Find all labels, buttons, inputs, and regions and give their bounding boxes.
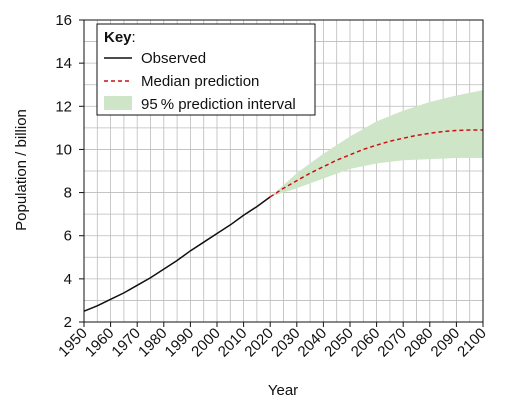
legend: Key: Observed Median prediction 95 % pre… [96,23,316,116]
x-tick-label: 2050 [321,325,357,361]
legend-title-colon: : [132,29,136,46]
x-tick-label: 1970 [108,325,144,361]
median-prediction-line [269,129,483,198]
y-axis-title: Population / billion [13,109,30,231]
y-tick-label: 8 [64,185,72,202]
x-tick-label: 2040 [295,325,331,361]
legend-interval-swatch [104,96,132,110]
x-tick-label: 1950 [55,325,91,361]
y-tick-label: 12 [55,98,72,115]
y-tick-label: 16 [55,12,72,29]
x-tick-label: 2010 [215,325,251,361]
legend-title-text: Key [104,29,132,46]
series-lines [83,129,483,312]
plot-frame [83,19,484,323]
legend-median-label: Median prediction [141,73,259,90]
y-tick-label: 2 [64,314,72,331]
y-tick-label: 10 [55,141,72,158]
x-tick-label: 1960 [82,325,118,361]
x-tick-label: 2070 [374,325,410,361]
x-tick-label: 1990 [162,325,198,361]
x-tick-label: 2100 [454,325,490,361]
x-tick-label: 2020 [241,325,277,361]
x-tick-label: 2000 [188,325,224,361]
x-axis-title: Year [268,382,298,399]
x-tick-label: 2090 [428,325,464,361]
x-tick-label: 2030 [268,325,304,361]
y-tick-label: 6 [64,228,72,245]
x-tick-label: 2080 [401,325,437,361]
x-tick-label: 1980 [135,325,171,361]
prediction-interval-area [270,90,483,197]
legend-box [96,23,316,116]
x-tick-label: 2060 [348,325,384,361]
y-tick-label: 14 [55,55,72,72]
legend-interval-label: 95 % prediction interval [141,96,296,113]
legend-title: Key: [104,29,136,46]
legend-observed-label: Observed [141,50,206,67]
y-tick-label: 4 [64,271,72,288]
prediction-interval-band [270,90,483,197]
observed-line [83,196,271,312]
